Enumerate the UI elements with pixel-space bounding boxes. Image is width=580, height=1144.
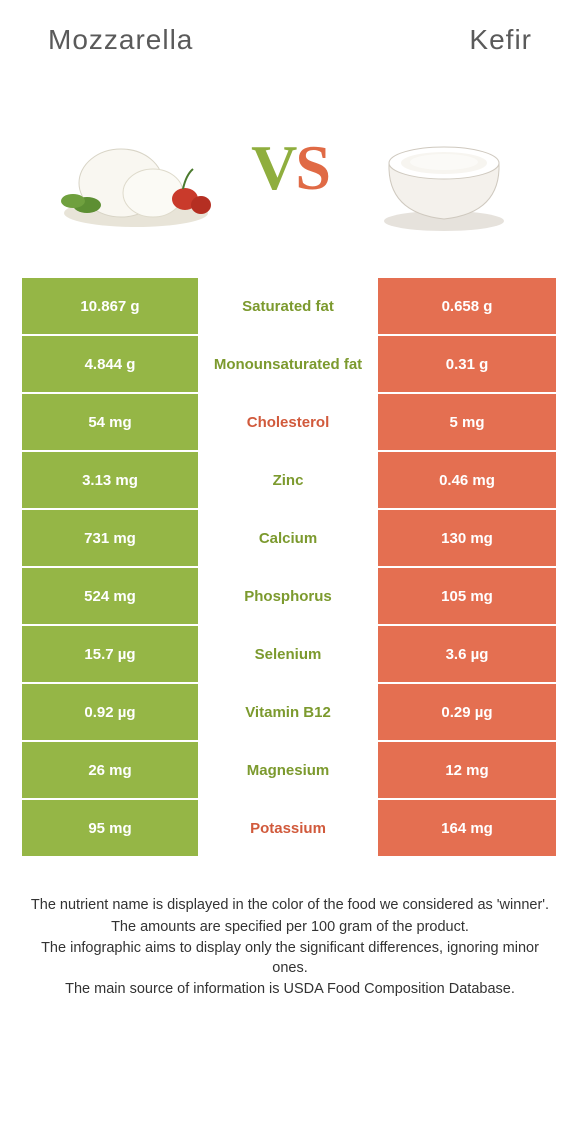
nutrient-label: Phosphorus [200, 568, 378, 624]
nutrient-table: 10.867 gSaturated fat0.658 g4.844 gMonou… [22, 278, 558, 858]
vs-label: VS [251, 131, 329, 205]
value-right: 105 mg [378, 568, 556, 624]
footnote-line: The main source of information is USDA F… [28, 980, 552, 1000]
table-row: 0.92 µgVitamin B120.29 µg [22, 684, 558, 742]
value-right: 164 mg [378, 800, 556, 856]
value-left: 3.13 mg [22, 452, 200, 508]
nutrient-label: Selenium [200, 626, 378, 682]
table-row: 54 mgCholesterol5 mg [22, 394, 558, 452]
value-right: 0.658 g [378, 278, 556, 334]
value-left: 524 mg [22, 568, 200, 624]
nutrient-label: Calcium [200, 510, 378, 566]
footnote-line: The amounts are specified per 100 gram o… [28, 918, 552, 938]
footnote-line: The infographic aims to display only the… [28, 939, 552, 978]
nutrient-label: Zinc [200, 452, 378, 508]
value-right: 130 mg [378, 510, 556, 566]
table-row: 3.13 mgZinc0.46 mg [22, 452, 558, 510]
nutrient-label: Saturated fat [200, 278, 378, 334]
header: Mozzarella Kefir [0, 0, 580, 68]
value-left: 731 mg [22, 510, 200, 566]
value-right: 0.31 g [378, 336, 556, 392]
footnote-line: The nutrient name is displayed in the co… [28, 896, 552, 916]
value-right: 5 mg [378, 394, 556, 450]
nutrient-label: Cholesterol [200, 394, 378, 450]
value-left: 26 mg [22, 742, 200, 798]
hero-row: VS [0, 68, 580, 278]
value-right: 3.6 µg [378, 626, 556, 682]
food-left-title: Mozzarella [48, 24, 193, 56]
table-row: 731 mgCalcium130 mg [22, 510, 558, 568]
table-row: 95 mgPotassium164 mg [22, 800, 558, 858]
nutrient-label: Potassium [200, 800, 378, 856]
table-row: 10.867 gSaturated fat0.658 g [22, 278, 558, 336]
value-right: 12 mg [378, 742, 556, 798]
value-left: 54 mg [22, 394, 200, 450]
value-right: 0.29 µg [378, 684, 556, 740]
table-row: 15.7 µgSelenium3.6 µg [22, 626, 558, 684]
value-left: 15.7 µg [22, 626, 200, 682]
mozzarella-image [51, 93, 221, 243]
value-left: 4.844 g [22, 336, 200, 392]
table-row: 4.844 gMonounsaturated fat0.31 g [22, 336, 558, 394]
table-row: 26 mgMagnesium12 mg [22, 742, 558, 800]
value-left: 95 mg [22, 800, 200, 856]
vs-v: V [251, 132, 295, 203]
nutrient-label: Monounsaturated fat [200, 336, 378, 392]
kefir-image [359, 93, 529, 243]
value-left: 0.92 µg [22, 684, 200, 740]
nutrient-label: Vitamin B12 [200, 684, 378, 740]
value-right: 0.46 mg [378, 452, 556, 508]
footnotes: The nutrient name is displayed in the co… [0, 858, 580, 1000]
vs-s: S [295, 132, 329, 203]
food-right-title: Kefir [469, 24, 532, 56]
nutrient-label: Magnesium [200, 742, 378, 798]
table-row: 524 mgPhosphorus105 mg [22, 568, 558, 626]
value-left: 10.867 g [22, 278, 200, 334]
